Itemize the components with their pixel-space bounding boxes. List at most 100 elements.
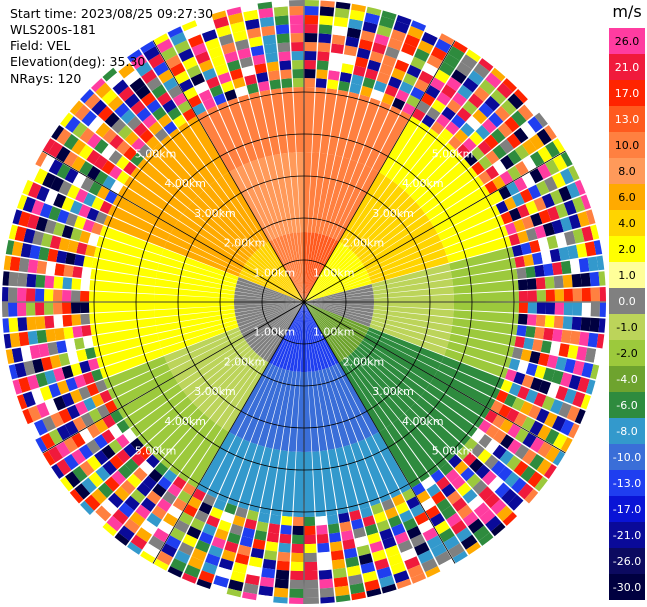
ray-gate bbox=[270, 450, 288, 516]
ray-gate-noise bbox=[116, 449, 131, 464]
ray-gate-noise bbox=[101, 499, 118, 515]
ray-gate-noise bbox=[198, 531, 214, 545]
ray-gate-noise bbox=[360, 30, 376, 42]
ray-gate-noise bbox=[507, 165, 521, 181]
ray-gate bbox=[234, 291, 304, 302]
ray-gate bbox=[318, 369, 343, 449]
ray-gate-noise bbox=[56, 458, 72, 476]
ray-gate-noise bbox=[410, 534, 426, 548]
ray-gate-noise bbox=[117, 125, 133, 140]
ray-gate bbox=[304, 252, 356, 302]
ray-gate-noise bbox=[430, 543, 447, 558]
ray-gate-noise bbox=[342, 538, 356, 550]
ray-gate bbox=[339, 360, 386, 432]
ray-gate-noise bbox=[140, 497, 156, 512]
ray-gate-noise bbox=[179, 511, 194, 526]
ray-gate-noise bbox=[64, 420, 79, 436]
ray-gate-noise bbox=[564, 358, 576, 374]
ray-gate-noise bbox=[101, 160, 116, 175]
ray-gate-noise bbox=[554, 289, 564, 302]
ray-gate-noise bbox=[102, 522, 118, 537]
ray-gate-noise bbox=[304, 69, 316, 79]
ray-gate-noise bbox=[379, 528, 394, 541]
ray-gate-noise bbox=[91, 78, 106, 93]
ray-gate-noise bbox=[329, 61, 342, 72]
ray-gate bbox=[288, 371, 301, 452]
ray-gate-noise bbox=[360, 85, 373, 98]
ray-gate-noise bbox=[44, 275, 55, 289]
ray-gate bbox=[329, 366, 365, 442]
ray-gate bbox=[252, 252, 304, 302]
ray-gate-noise bbox=[198, 20, 215, 34]
ray-gate-noise bbox=[127, 115, 142, 131]
ray-gate-noise bbox=[332, 25, 347, 37]
ray-gate-noise bbox=[62, 277, 73, 290]
ray-gate-noise bbox=[82, 256, 94, 268]
ray-gate bbox=[247, 258, 304, 302]
ray-gate-noise bbox=[80, 290, 90, 302]
ray-gate-noise bbox=[504, 369, 517, 382]
ray-gate-noise bbox=[54, 327, 65, 341]
ray-gate-noise bbox=[127, 473, 142, 489]
ray-gate-noise bbox=[329, 541, 343, 552]
ray-gate bbox=[420, 390, 478, 437]
ray-gate bbox=[304, 264, 365, 302]
ray-gate-noise bbox=[381, 93, 395, 106]
ray-gate-noise bbox=[406, 94, 420, 108]
ray-gate-noise bbox=[39, 203, 53, 219]
ray-gate-noise bbox=[104, 400, 118, 414]
ray-gate-noise bbox=[211, 536, 226, 550]
ray-gate-noise bbox=[60, 476, 74, 492]
ray-gate-noise bbox=[71, 290, 81, 302]
ray-gate bbox=[265, 155, 290, 235]
ray-gate-noise bbox=[279, 60, 292, 71]
ray-gate-noise bbox=[492, 414, 506, 429]
ray-gate-noise bbox=[74, 215, 87, 230]
ray-gate-noise bbox=[532, 339, 543, 352]
ray-gate bbox=[304, 241, 342, 302]
ray-gate-noise bbox=[439, 128, 454, 142]
ray-gate-noise bbox=[9, 256, 21, 272]
ray-gate-noise bbox=[49, 235, 62, 250]
ray-gate bbox=[273, 370, 293, 451]
ray-gate-noise bbox=[504, 116, 520, 133]
ray-gate-noise bbox=[188, 496, 202, 510]
ray-gate-noise bbox=[156, 550, 173, 566]
ray-gate bbox=[130, 390, 188, 437]
ray-gate-noise bbox=[221, 549, 236, 562]
range-ring-label: 4.00km bbox=[164, 177, 206, 190]
ray-gate-noise bbox=[414, 511, 429, 526]
ray-gate-noise bbox=[576, 243, 588, 258]
ray-gate-noise bbox=[580, 394, 591, 410]
ray-gate-noise bbox=[572, 228, 585, 244]
ray-gate-noise bbox=[555, 233, 567, 248]
ray-gate-noise bbox=[243, 582, 259, 595]
ray-gate-noise bbox=[232, 30, 248, 42]
ray-gate bbox=[379, 428, 421, 488]
ray-gate-noise bbox=[485, 424, 500, 439]
ray-gate-noise bbox=[562, 316, 573, 330]
ray-gate-noise bbox=[202, 67, 217, 81]
ray-gate-noise bbox=[434, 520, 450, 535]
ray-gate-noise bbox=[529, 240, 541, 253]
ray-gate bbox=[364, 227, 438, 271]
ray-gate bbox=[353, 349, 416, 408]
ray-gate-noise bbox=[348, 18, 363, 30]
ray-gate-noise bbox=[358, 553, 373, 565]
ray-gate-noise bbox=[12, 379, 23, 395]
ray-gate-noise bbox=[41, 356, 53, 371]
ray-gate-noise bbox=[172, 92, 187, 107]
ray-gate-noise bbox=[158, 520, 174, 535]
ray-gate bbox=[272, 238, 304, 302]
ray-gate-noise bbox=[28, 423, 40, 439]
ray-gate-noise bbox=[83, 192, 97, 207]
ray-gate-noise bbox=[230, 570, 246, 583]
ray-gate-noise bbox=[156, 38, 173, 54]
ray-gate-noise bbox=[567, 244, 579, 260]
ray-gate-noise bbox=[317, 51, 330, 62]
ray-gate-noise bbox=[47, 341, 59, 356]
ray-gate-noise bbox=[555, 385, 569, 401]
ray-gate bbox=[192, 349, 255, 408]
ray-gate-noise bbox=[65, 212, 78, 227]
ray-gate bbox=[243, 366, 279, 442]
